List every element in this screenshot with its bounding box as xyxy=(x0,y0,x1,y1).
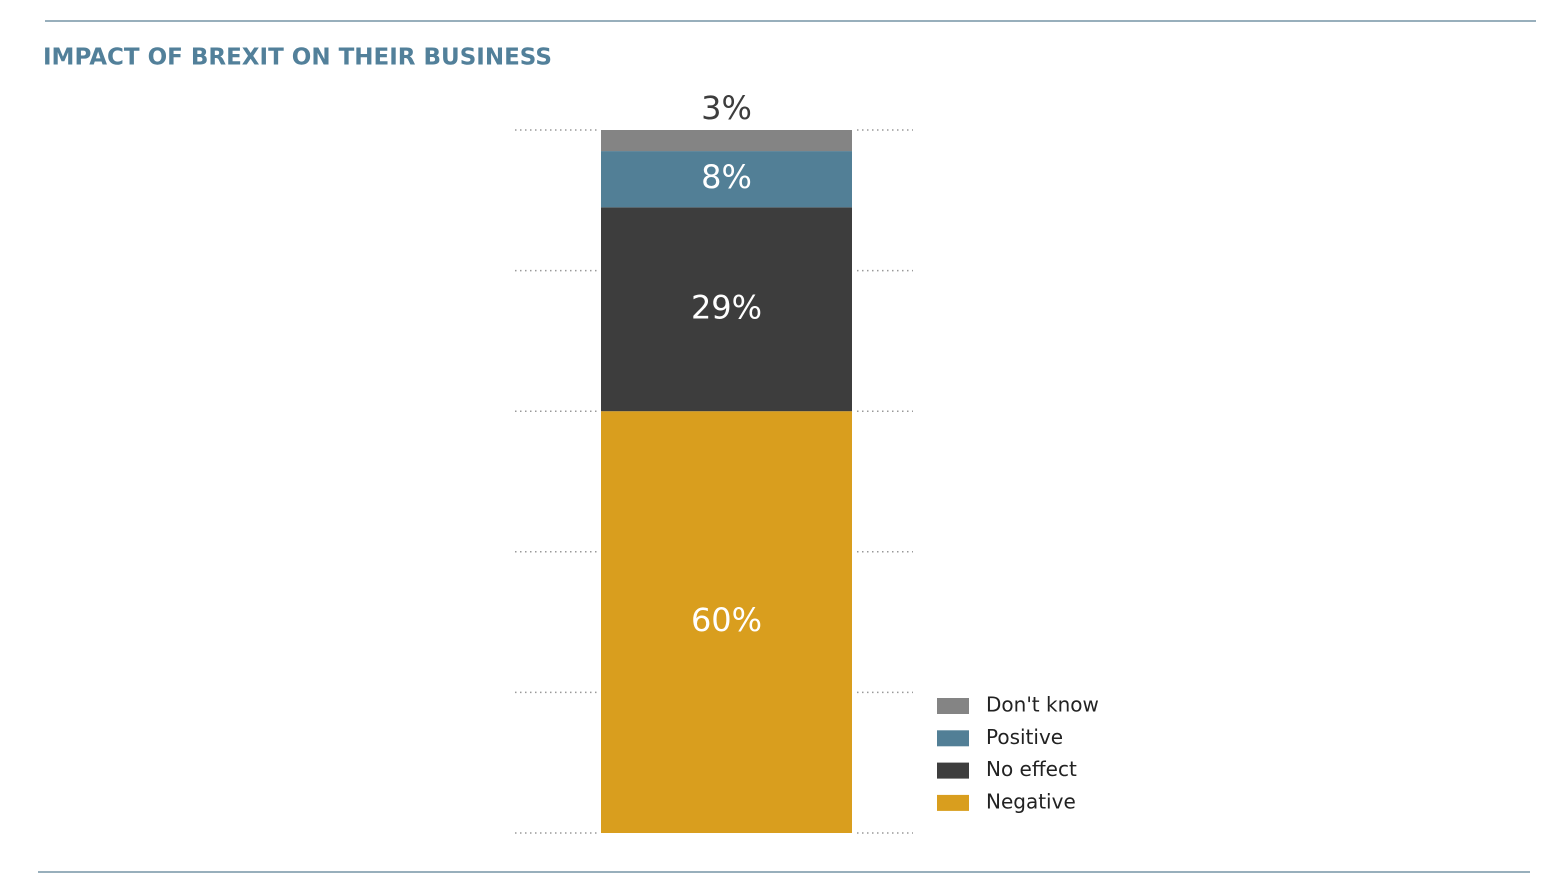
chart-title: IMPACT OF BREXIT ON THEIR BUSINESS xyxy=(43,45,552,71)
bar-segment xyxy=(601,411,852,833)
legend-swatch xyxy=(937,794,969,811)
legend-label: Don't know xyxy=(986,693,1099,717)
legend-swatch xyxy=(937,698,969,714)
legend-label: No effect xyxy=(986,757,1077,781)
bar-segment xyxy=(601,130,852,152)
legend-swatch xyxy=(937,762,969,779)
value-label: 60% xyxy=(691,601,762,639)
bar-segment xyxy=(601,151,852,208)
legend-label: Negative xyxy=(986,789,1076,813)
value-label: 3% xyxy=(701,89,752,127)
bar-segment xyxy=(601,207,852,412)
value-label: 29% xyxy=(691,288,762,326)
legend-label: Positive xyxy=(986,725,1063,749)
legend-swatch xyxy=(937,730,969,747)
value-label: 8% xyxy=(701,158,752,196)
